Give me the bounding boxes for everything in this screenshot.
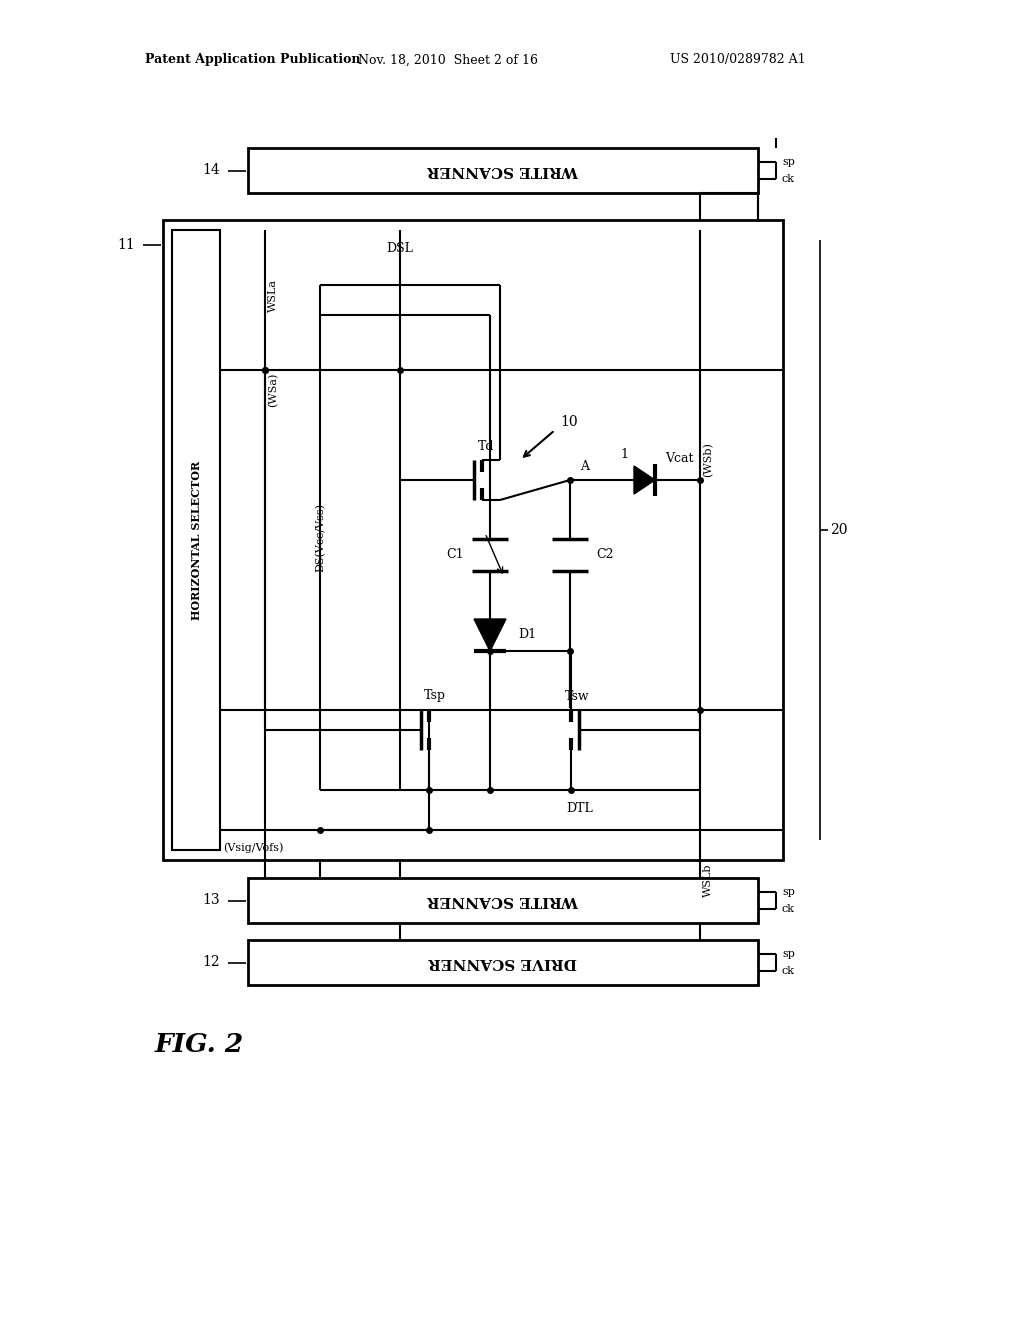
Text: 1: 1 [620,449,628,462]
Text: C1: C1 [446,549,464,561]
Text: (WSb): (WSb) [703,442,714,478]
Text: US 2010/0289782 A1: US 2010/0289782 A1 [670,54,806,66]
Text: WRITE SCANNER: WRITE SCANNER [427,894,579,908]
Text: 10: 10 [560,414,578,429]
Text: DTL: DTL [566,801,593,814]
Text: WRITE SCANNER: WRITE SCANNER [427,164,579,177]
Text: sp: sp [782,157,795,168]
Polygon shape [634,466,655,494]
Text: Tsw: Tsw [564,689,590,702]
Bar [172,230,220,850]
Text: ck: ck [782,174,795,183]
Text: DRIVE SCANNER: DRIVE SCANNER [429,956,578,969]
Text: C2: C2 [596,549,613,561]
Text: 13: 13 [203,894,220,908]
Text: FIG. 2: FIG. 2 [155,1032,245,1057]
Bar [163,220,783,861]
Text: (Vsig/Vofs): (Vsig/Vofs) [223,842,284,853]
Text: WSLb: WSLb [703,863,713,896]
Text: ck: ck [782,904,795,913]
Text: DS(Vcc/Vss): DS(Vcc/Vss) [314,503,326,572]
Polygon shape [474,619,506,651]
Text: D1: D1 [518,628,537,642]
Text: Td: Td [478,440,495,453]
Text: 11: 11 [118,238,135,252]
Text: 20: 20 [830,523,848,537]
Bar [248,940,758,985]
Text: A: A [580,459,589,473]
Bar [248,148,758,193]
Text: 14: 14 [203,164,220,177]
Text: Patent Application Publication: Patent Application Publication [145,54,360,66]
Text: Tsp: Tsp [424,689,446,702]
Text: sp: sp [782,887,795,898]
Text: ck: ck [782,966,795,975]
Text: DSL: DSL [387,242,414,255]
Text: HORIZONTAL SELECTOR: HORIZONTAL SELECTOR [190,461,202,619]
Text: Nov. 18, 2010  Sheet 2 of 16: Nov. 18, 2010 Sheet 2 of 16 [358,54,538,66]
Text: WSLa: WSLa [268,279,278,312]
Text: Vcat: Vcat [665,451,693,465]
Bar [248,878,758,923]
Text: (WSa): (WSa) [268,372,279,407]
Text: sp: sp [782,949,795,960]
Text: 12: 12 [203,956,220,969]
